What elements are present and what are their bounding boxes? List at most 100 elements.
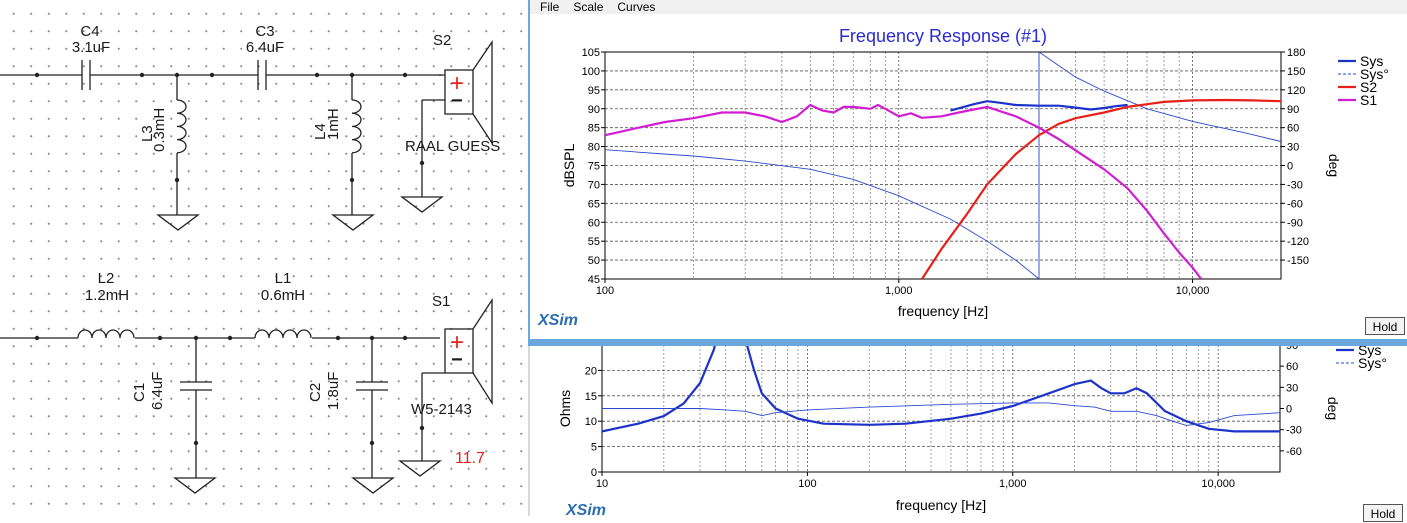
c4-value: 3.1uF: [71, 39, 111, 56]
s2-model: RAAL GUESS: [405, 138, 501, 155]
y2-axis-label: deg: [1326, 154, 1342, 177]
s1-plus: +: [450, 329, 465, 356]
s2-plus: +: [450, 70, 465, 97]
x-tick-label: 100: [798, 478, 816, 490]
s1-annotation: 11.7: [455, 450, 485, 467]
legend-label: Sys°: [1358, 355, 1387, 371]
l2-value: 1.2mH: [84, 287, 130, 304]
c4-name: C4: [80, 23, 100, 40]
c1-name: C1: [131, 382, 148, 402]
legend-label: S1: [1360, 92, 1377, 108]
legend-label: Sys: [1360, 53, 1383, 69]
x-axis-label: frequency [Hz]: [896, 497, 986, 513]
y2-tick-label: 120: [1287, 85, 1305, 97]
y-tick-label: 105: [582, 47, 600, 59]
y-tick-label: 65: [588, 198, 600, 210]
y-tick-label: 70: [588, 179, 600, 191]
y-tick-label: 45: [588, 274, 600, 286]
y2-tick-label: -150: [1287, 255, 1309, 267]
y2-tick-label: -90: [1287, 217, 1303, 229]
c1-value: 6.4uF: [149, 371, 166, 410]
y2-tick-label: 60: [1287, 123, 1299, 135]
x-tick-label: 100: [596, 285, 614, 297]
x-tick-label: 1,000: [885, 285, 913, 297]
plot-frame: [604, 51, 1282, 280]
legend-label: Sys: [1358, 346, 1381, 358]
y2-tick-label: -60: [1287, 198, 1303, 210]
x-axis-label: frequency [Hz]: [898, 303, 988, 319]
s1-name: S1: [432, 293, 451, 310]
y-tick-label: 0: [591, 467, 597, 479]
legend-label: S2: [1360, 79, 1377, 95]
chart-title: Frequency Response (#1): [839, 26, 1047, 46]
y2-tick-label: 150: [1287, 66, 1305, 78]
y2-tick-label: 180: [1287, 47, 1305, 59]
y-tick-label: 80: [588, 142, 600, 154]
y2-tick-label: 90: [1286, 346, 1298, 352]
x-tick-label: 10: [596, 478, 608, 490]
y-tick-label: 50: [588, 255, 600, 267]
c2-name: C2: [307, 382, 324, 402]
y2-tick-label: 90: [1287, 104, 1299, 116]
impedance-chart[interactable]: 0 5 10 15 20 -60 -30 0 30 60 90 10 100 1,000 10,000 Sys…: [530, 346, 1407, 516]
xsim-logo-impedance: XSim: [566, 502, 607, 519]
l1-name: L1: [274, 270, 292, 287]
l4-value: 1mH: [325, 108, 342, 140]
y-tick-label: 10: [585, 416, 597, 428]
y2-tick-label: -30: [1286, 425, 1302, 437]
y-tick-label: 55: [588, 236, 600, 248]
s2-minus: −: [451, 90, 463, 112]
menu-scale[interactable]: Scale: [573, 0, 604, 14]
y2-tick-label: 60: [1286, 361, 1298, 373]
y-axis-label: dBSPL: [561, 143, 577, 187]
y-tick-label: 75: [588, 161, 600, 173]
frequency-response-client: 45 50 55 60 65 70 75 80 85 90 95 100 105 -150 -120 -90 -…: [530, 14, 1407, 339]
y-tick-label: 85: [588, 123, 600, 135]
y-tick-label: 60: [588, 217, 600, 229]
menu-curves[interactable]: Curves: [617, 0, 656, 14]
menu-bar: File Scale Curves: [530, 0, 1407, 14]
l1-value: 0.6mH: [260, 287, 306, 304]
legend-label: Sys°: [1360, 66, 1389, 82]
y2-tick-label: 30: [1286, 382, 1298, 394]
xsim-logo: XSim: [538, 312, 579, 329]
y2-tick-label: 30: [1287, 142, 1299, 154]
series-sys-phase: [602, 402, 1280, 426]
y2-axis-label: deg: [1325, 397, 1341, 420]
y-axis-label: Ohms: [557, 390, 573, 427]
series-sys-phase: [605, 52, 1281, 279]
s1-minus: −: [451, 349, 463, 371]
y-tick-label: 15: [585, 391, 597, 403]
y-tick-label: 100: [582, 66, 600, 78]
l2-name: L2: [97, 270, 115, 287]
hold-button[interactable]: Hold: [1365, 317, 1405, 335]
s2-name: S2: [433, 32, 452, 49]
y2-tick-label: -60: [1286, 446, 1302, 458]
y2-tick-label: 0: [1287, 161, 1293, 173]
c3-name: C3: [255, 23, 275, 40]
y-tick-label: 95: [588, 85, 600, 97]
x-tick-label: 10,000: [1176, 285, 1210, 297]
x-tick-label: 10,000: [1201, 478, 1235, 490]
s1-model: W5-2143: [411, 401, 472, 418]
series-s2: [921, 98, 1281, 279]
frequency-response-chart[interactable]: 45 50 55 60 65 70 75 80 85 90 95 100 105 -150 -120 -90 -…: [530, 14, 1407, 339]
y2-tick-label: -30: [1287, 179, 1303, 191]
schematic-wiring: [0, 39, 493, 494]
hold-button-impedance[interactable]: Hold: [1363, 504, 1403, 522]
frequency-response-window[interactable]: File Scale Curves 45 50 55 60 65 70 75 80 85 90 95 10…: [528, 0, 1407, 346]
series-s1: [605, 103, 1203, 279]
schematic-canvas[interactable]: C4 3.1uF C3 6.4uF L3 0.3mH L4 1mH S2 RAA…: [0, 0, 530, 516]
c2-value: 1.8uF: [325, 371, 342, 410]
series-sys: [950, 100, 1128, 112]
x-tick-label: 1,000: [999, 478, 1027, 490]
y-tick-label: 5: [591, 442, 597, 454]
series-sys: [602, 346, 1280, 433]
menu-file[interactable]: File: [540, 0, 560, 14]
impedance-window[interactable]: 0 5 10 15 20 -60 -30 0 30 60 90 10 100 1,000 10,000 Sys…: [528, 346, 1407, 522]
y-tick-label: 20: [585, 365, 597, 377]
y-tick-label: 90: [588, 104, 600, 116]
y2-tick-label: -120: [1287, 236, 1309, 248]
y2-tick-label: 0: [1286, 404, 1292, 416]
c3-value: 6.4uF: [245, 39, 285, 56]
